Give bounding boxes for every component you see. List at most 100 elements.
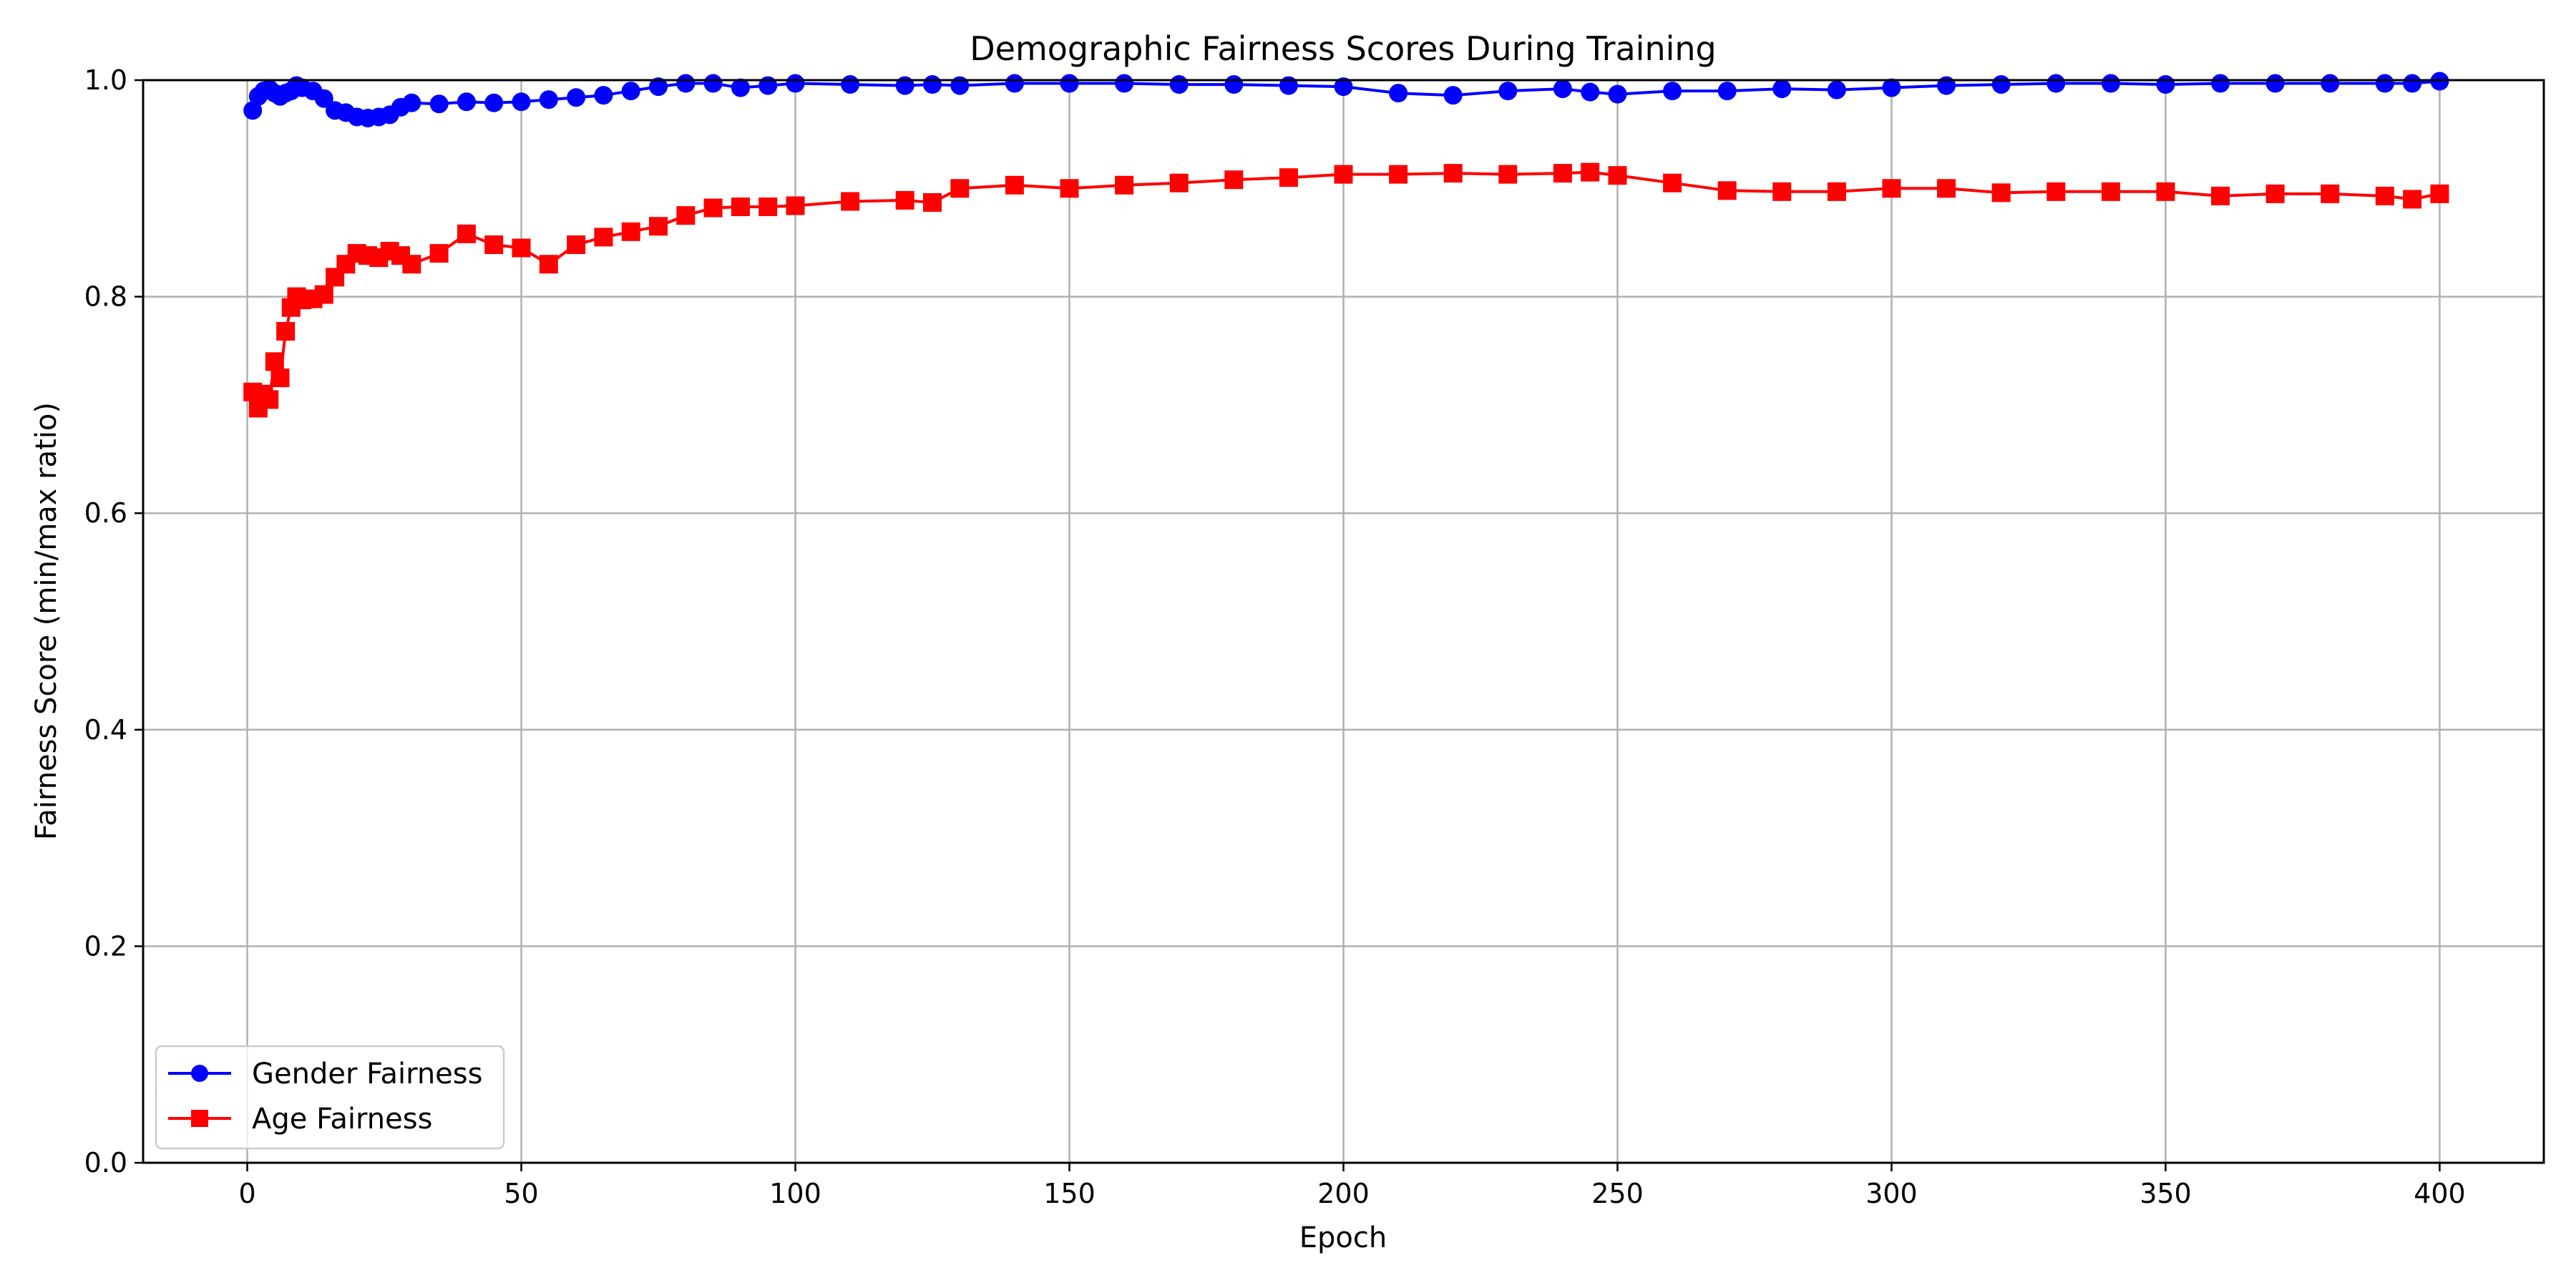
series-gender-point: [1991, 75, 2011, 94]
series-gender-point: [2265, 74, 2285, 93]
series-gender-point: [950, 76, 970, 95]
x-tick-label: 100: [769, 1178, 821, 1209]
x-tick-label: 250: [1591, 1178, 1644, 1209]
series-age-point: [2403, 190, 2422, 209]
series-age-point: [923, 192, 942, 212]
chart-title: Demographic Fairness Scores During Train…: [970, 29, 1717, 68]
series-gender-point: [786, 74, 805, 93]
x-tick-label: 150: [1043, 1178, 1096, 1209]
series-age-point: [314, 285, 333, 304]
series-age-point: [1991, 183, 2011, 203]
series-gender-point: [1443, 86, 1463, 105]
series-gender-point: [1115, 74, 1134, 93]
series-gender-point: [1334, 77, 1353, 97]
series-age-point: [402, 255, 421, 274]
y-tick-label: 0.4: [84, 714, 127, 746]
series-gender-point: [429, 94, 449, 114]
series-age-point: [950, 179, 970, 198]
y-tick-label: 0.2: [84, 930, 127, 962]
series-gender-point: [2101, 74, 2120, 93]
series-gender-point: [923, 75, 942, 94]
series-age-point: [567, 235, 586, 254]
series-age-point: [621, 222, 640, 241]
series-age-point: [1498, 165, 1518, 184]
series-age-point: [484, 235, 504, 254]
series-gender-point: [758, 76, 778, 95]
series-age-point: [1334, 165, 1353, 184]
series-gender-point: [1389, 84, 1408, 103]
series-age-point: [841, 192, 860, 211]
series-gender-point: [731, 78, 750, 97]
legend-box: [155, 1045, 505, 1150]
series-layer: [243, 72, 2449, 418]
series-age-point: [895, 190, 914, 210]
series-age-point: [265, 352, 284, 371]
series-gender-point: [1553, 79, 1572, 99]
series-age-point: [703, 198, 723, 218]
series-age-point: [2101, 182, 2120, 201]
series-age-point: [649, 217, 668, 236]
y-tick-label: 0.0: [84, 1147, 127, 1179]
series-gender-point: [243, 101, 263, 120]
series-age-point: [1553, 164, 1572, 183]
series-age-point: [1772, 182, 1792, 201]
series-age-point: [786, 196, 805, 215]
series-gender-point: [649, 77, 668, 97]
series-age-point: [1581, 162, 1600, 182]
x-tick-label: 50: [504, 1178, 538, 1209]
series-age-point: [1937, 179, 1956, 198]
series-age-point: [1827, 182, 1846, 201]
legend: Gender Fairness Age Fairness: [155, 1045, 505, 1150]
series-age-point: [1663, 173, 1682, 192]
x-tick-label: 400: [2414, 1178, 2466, 1209]
x-tick-label: 200: [1317, 1178, 1370, 1209]
y-tick-label: 0.6: [84, 497, 127, 529]
series-age-point: [1060, 179, 1079, 198]
series-gender-point: [539, 90, 558, 109]
series-age-point: [1005, 175, 1024, 195]
series-gender-point: [594, 86, 613, 105]
series-age-point: [457, 224, 476, 243]
series-age-point: [1224, 170, 1244, 190]
series-age-point: [270, 369, 290, 388]
series-gender-point: [703, 74, 723, 93]
y-tick-label: 1.0: [84, 64, 127, 96]
series-gender-point: [1169, 75, 1189, 94]
y-tick-label: 0.8: [84, 281, 127, 313]
series-age-point: [1389, 165, 1408, 184]
series-gender-point: [1882, 78, 1901, 97]
series-age-point: [676, 206, 696, 225]
series-gender-point: [895, 76, 914, 95]
x-tick-label: 300: [1865, 1178, 1918, 1209]
series-age-point: [429, 244, 449, 263]
series-gender-point: [841, 75, 860, 94]
legend-age-label: Age Fairness: [252, 1103, 432, 1136]
series-gender-point: [1608, 84, 1627, 104]
series-gender-point: [2156, 75, 2175, 94]
series-age-point: [1115, 175, 1134, 195]
series-age-point: [2265, 184, 2285, 203]
legend-item-age: Age Fairness: [168, 1103, 432, 1136]
series-gender-point: [512, 92, 531, 112]
series-gender-point: [1005, 74, 1024, 93]
y-axis-label: Fairness Score (min/max ratio): [30, 402, 63, 840]
legend-item-gender: Gender Fairness: [168, 1058, 482, 1091]
legend-age-square-marker: [191, 1110, 208, 1127]
series-age-point: [2156, 182, 2175, 201]
series-gender-point: [1827, 80, 1846, 99]
series-age-point: [1882, 179, 1901, 198]
series-gender-point: [1498, 82, 1518, 101]
series-gender-point: [484, 93, 504, 112]
series-gender-point: [457, 92, 476, 112]
series-gender-point: [2403, 74, 2422, 93]
series-gender-point: [1060, 74, 1079, 93]
series-gender-point: [1717, 82, 1737, 101]
series-age-point: [594, 228, 613, 247]
x-tick-label: 350: [2140, 1178, 2192, 1209]
series-age-point: [2375, 186, 2394, 205]
series-age-point: [2430, 184, 2449, 203]
series-age-point: [1443, 164, 1463, 183]
series-gender-point: [567, 88, 586, 107]
tick-layer: 0 50 100 150 200 250 300 350 400 0.0 0.2 0.4 0.6 0.8 1…: [84, 64, 2466, 1209]
